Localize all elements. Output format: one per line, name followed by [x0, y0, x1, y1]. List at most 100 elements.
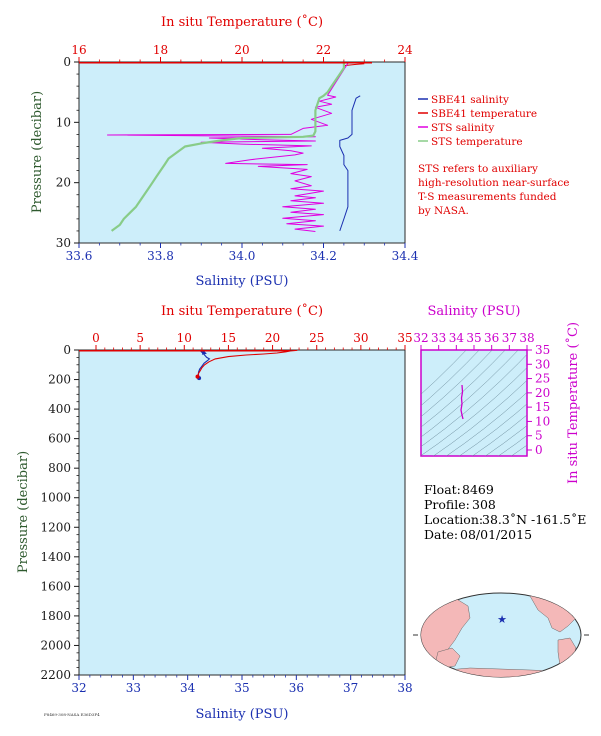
upper-bottom-ticks: 33.6 33.8 34.0 34.2 34.4: [66, 243, 419, 263]
lowerBottomTicks-tick-label: 33: [126, 681, 141, 695]
upperTopTicks-tick-label: 22: [316, 43, 331, 57]
legend: SBE41 salinity SBE41 temperature STS salin…: [418, 94, 537, 148]
series-sbe41-salinity: [339, 95, 361, 232]
ts-top-ticks: 32 33 34 35 36 37 38: [413, 331, 535, 350]
series-sbe41-temperature: [343, 63, 365, 67]
lower-series: [79, 350, 298, 381]
tsRightTicks-tick-label: 25: [535, 372, 550, 386]
density-contour: [433, 379, 527, 456]
series-sts-temperature: [110, 62, 345, 232]
upperBottomTicks-tick-label: 33.8: [147, 249, 174, 263]
note-line-3: T-S measurements funded: [418, 191, 557, 203]
upper-plot-area: [78, 61, 406, 244]
lower-plot-area: [78, 349, 406, 676]
upperYTicks-tick-label: 0: [63, 55, 71, 69]
lowerYTicks-tick-label: 1600: [40, 579, 71, 593]
tsTopTicks-tick-label: 37: [502, 331, 517, 345]
tsRightTicks-tick-label: 35: [535, 343, 550, 357]
tsTopTicks-tick-label: 32: [413, 331, 428, 345]
ts-plot-area: [420, 349, 528, 457]
tsTopTicks-tick-label: 33: [431, 331, 446, 345]
density-contour: [446, 392, 527, 456]
lower-y-ticks: 0 200 400 600 800 1000 1200 1400 1600 1800 2000 220…: [40, 343, 79, 682]
float-position-star-icon: ★: [497, 613, 507, 626]
land-antarctica: [421, 667, 581, 677]
land-south-america: [557, 637, 577, 673]
ts-profile-line: [460, 384, 464, 420]
lowerYTicks-tick-label: 400: [48, 402, 71, 416]
ts-right-axis-label: In situ Temperature (˚C): [565, 322, 581, 484]
upperTopTicks-tick-label: 24: [397, 43, 413, 57]
lowerBottomTicks-tick-label: 38: [397, 681, 412, 695]
tsTopTicks-tick-label: 34: [449, 331, 465, 345]
upperBottomTicks-tick-label: 34.2: [310, 249, 337, 263]
tsRightTicks-tick-label: 0: [535, 443, 543, 457]
tsRightTicks-tick-label: 20: [535, 386, 550, 400]
upperYTicks-tick-label: 20: [56, 176, 71, 190]
lowerTopTicks-tick-label: 15: [221, 331, 236, 345]
lower-chart: In situ Temperature (˚C) 0 5 10 15 20 25 30 35 …: [16, 303, 413, 722]
upperBottomTicks-tick-label: 34.4: [392, 249, 419, 263]
upper-y-axis-label: Pressure (decibar): [30, 91, 45, 213]
lowerYTicks-tick-label: 800: [48, 461, 71, 475]
sts-note: STS refers to auxiliary high-resolution …: [418, 163, 569, 217]
series-endpoint-marker: [195, 374, 200, 379]
date-label: Date:: [424, 527, 458, 542]
upper-bottom-axis-label: Salinity (PSU): [196, 274, 289, 289]
date-value: 08/01/2015: [460, 527, 532, 542]
upper-y-ticks: 0 10 20 30: [56, 55, 79, 250]
tsTopTicks-tick-label: 36: [484, 331, 499, 345]
note-line-1: STS refers to auxiliary: [418, 163, 538, 175]
lowerBottomTicks-tick-label: 34: [180, 681, 196, 695]
lowerTopTicks-tick-label: 25: [309, 331, 324, 345]
density-contour: [421, 350, 480, 406]
lowerYTicks-tick-label: 1200: [40, 520, 71, 534]
upperTopTicks-tick-label: 16: [71, 43, 86, 57]
lowerYTicks-tick-label: 1800: [40, 609, 71, 623]
lower-y-axis-label: Pressure (decibar): [16, 451, 31, 573]
tsRightTicks-tick-label: 30: [535, 357, 550, 371]
lowerTopTicks-tick-label: 0: [92, 331, 100, 345]
note-line-4: by NASA.: [418, 205, 469, 217]
float-label: Float:: [424, 482, 461, 497]
upperTopTicks-tick-label: 20: [234, 43, 249, 57]
lowerTopTicks-tick-label: 5: [136, 331, 144, 345]
density-contour: [421, 350, 519, 438]
location-label: Location:: [424, 512, 483, 527]
upperYTicks-tick-label: 10: [56, 115, 71, 129]
lowerYTicks-tick-label: 1400: [40, 550, 71, 564]
lower-top-ticks: 0 5 10 15 20 25 30 35: [92, 331, 413, 350]
tsRightTicks-tick-label: 5: [535, 429, 543, 443]
upper-top-axis-label: In situ Temperature (˚C): [161, 14, 323, 30]
lowerBottomTicks-tick-label: 37: [343, 681, 358, 695]
density-contour: [421, 354, 527, 447]
legend-label: STS salinity: [431, 122, 494, 134]
lowerBottomTicks-tick-label: 35: [234, 681, 249, 695]
legend-label: STS temperature: [431, 136, 523, 148]
lowerTopTicks-tick-label: 35: [397, 331, 412, 345]
lowerBottomTicks-tick-label: 32: [71, 681, 86, 695]
legend-label: SBE41 salinity: [431, 94, 509, 106]
ts-top-axis-label: Salinity (PSU): [428, 304, 521, 319]
lowerYTicks-tick-label: 200: [48, 373, 71, 387]
series-sbe41-temperature: [196, 350, 298, 377]
lower-bottom-ticks: 32 33 34 35 36 37 38: [71, 675, 413, 695]
lowerYTicks-tick-label: 2000: [40, 638, 71, 652]
density-contour: [459, 403, 527, 456]
upper-series: [79, 62, 372, 232]
tsRightTicks-tick-label: 15: [535, 400, 550, 414]
lowerYTicks-tick-label: 2200: [40, 668, 71, 682]
lowerBottomTicks-tick-label: 36: [289, 681, 304, 695]
lower-top-axis-label: In situ Temperature (˚C): [161, 303, 323, 319]
ts-chart: Salinity (PSU) 32 33 34 35 36 37 38 3530252015…: [413, 304, 581, 484]
lowerTopTicks-tick-label: 30: [353, 331, 368, 345]
density-contour: [421, 350, 506, 428]
lowerYTicks-tick-label: 600: [48, 432, 71, 446]
density-contour: [421, 350, 467, 395]
profile-value: 308: [472, 497, 496, 512]
footer-id: F8469-308-NASA E36D3F4: [44, 712, 100, 717]
location-map: ★: [413, 592, 589, 678]
upper-top-ticks: 16 18 20 22 24: [71, 43, 413, 62]
